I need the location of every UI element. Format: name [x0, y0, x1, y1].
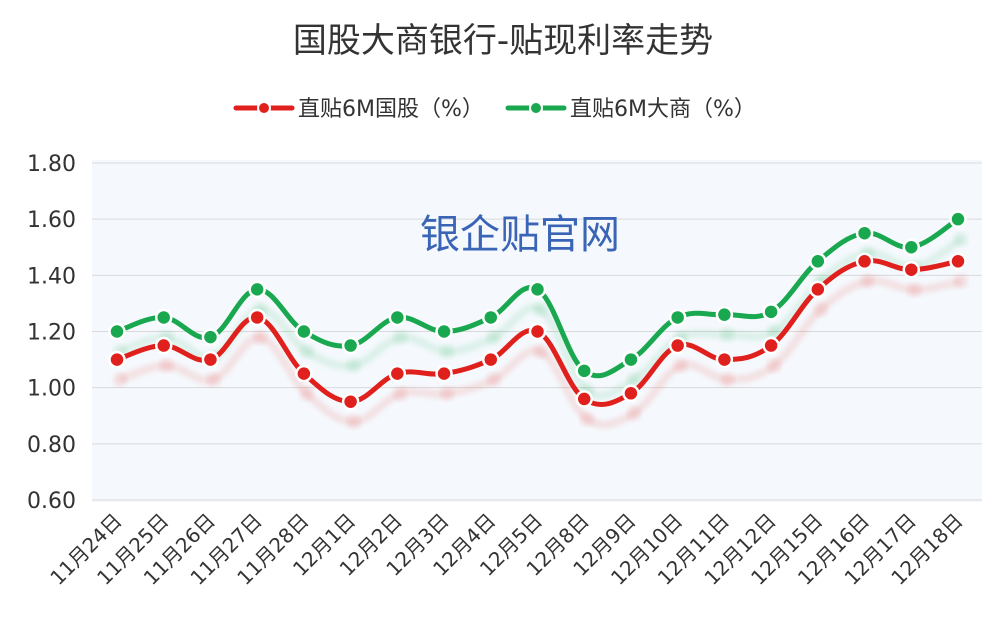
series-1-shadow-marker	[767, 358, 782, 373]
series-1-point[interactable]	[201, 350, 220, 369]
series-1-point[interactable]	[435, 364, 453, 383]
legend: 直贴6M国股（%） 直贴6M大商（%）	[233, 97, 756, 122]
series-2-point[interactable]	[855, 224, 874, 242]
series-1-shadow-marker	[299, 386, 314, 401]
series-1-point[interactable]	[902, 260, 921, 279]
series-1-shadow-marker	[440, 386, 455, 401]
series-2-point[interactable]	[388, 308, 407, 327]
series-2-point[interactable]	[575, 362, 593, 380]
series-2-point[interactable]	[668, 308, 687, 327]
series-2-point[interactable]	[949, 210, 967, 228]
series-1-point[interactable]	[108, 350, 126, 369]
series-1-shadow-marker	[486, 372, 501, 387]
series-1-shadow-marker	[393, 386, 408, 401]
series-2-point[interactable]	[528, 280, 547, 299]
series-1-point[interactable]	[341, 392, 360, 411]
series-1-shadow-marker	[673, 358, 688, 373]
chart-title: 国股大商银行-贴现利率走势	[293, 21, 713, 61]
y-tick-label: 1.60	[27, 208, 76, 233]
series-2-shadow-marker	[440, 344, 455, 359]
y-tick-label: 1.40	[27, 264, 76, 289]
series-1-point[interactable]	[575, 390, 593, 408]
y-axis: 1.80 1.60 1.40 1.20 1.00 0.80 0.60	[27, 152, 76, 514]
legend-item-series-1[interactable]: 直贴6M国股（%）	[233, 97, 484, 122]
series-1-shadow-marker	[720, 372, 735, 387]
series-1-point[interactable]	[482, 350, 500, 369]
y-tick-label: 1.80	[27, 152, 76, 177]
series-2-point[interactable]	[108, 322, 126, 341]
series-2-point[interactable]	[762, 303, 780, 321]
series-2-shadow-marker	[626, 372, 641, 387]
series-2-shadow-marker	[720, 327, 735, 342]
series-1-shadow-marker	[626, 406, 641, 421]
series-2-point[interactable]	[201, 328, 220, 346]
series-1-point[interactable]	[949, 252, 967, 271]
series-2-point[interactable]	[902, 238, 921, 256]
series-2-point[interactable]	[809, 252, 827, 271]
series-2-point[interactable]	[482, 308, 500, 327]
series-1-point[interactable]	[809, 280, 827, 299]
series-1-shadow-marker	[206, 372, 221, 387]
series-2-point[interactable]	[622, 350, 640, 369]
legend-marker-series-2	[529, 101, 543, 115]
series-2-point[interactable]	[295, 322, 313, 341]
y-tick-label: 0.60	[27, 489, 76, 514]
series-1-shadow-marker	[860, 274, 875, 289]
series-group	[108, 210, 967, 411]
series-2-shadow-marker	[299, 344, 314, 359]
series-1-shadow-marker	[954, 274, 968, 289]
series-1-shadow-marker	[113, 372, 127, 387]
series-1-shadow-marker	[813, 302, 828, 317]
series-1-point[interactable]	[622, 384, 640, 403]
series-1-point[interactable]	[154, 336, 173, 355]
series-1-point[interactable]	[528, 322, 547, 341]
legend-label-series-1: 直贴6M国股（%）	[298, 97, 484, 122]
series-1-point[interactable]	[295, 364, 313, 383]
x-axis: 11月24日11月25日11月26日11月27日11月28日12月1日12月2日…	[45, 509, 967, 590]
series-2-point[interactable]	[248, 280, 266, 299]
series-2-shadow-marker	[393, 330, 408, 345]
series-1-shadow-marker	[346, 414, 361, 429]
series-2-shadow-marker	[486, 330, 501, 345]
series-2-shadow-marker	[346, 358, 361, 373]
watermark: 银企贴官网	[420, 212, 620, 258]
series-2-point[interactable]	[435, 322, 453, 341]
y-tick-label: 0.80	[27, 433, 76, 458]
legend-label-series-2: 直贴6M大商（%）	[570, 97, 756, 122]
legend-marker-series-1	[257, 101, 271, 115]
series-1-point[interactable]	[668, 336, 687, 355]
legend-item-series-2[interactable]: 直贴6M大商（%）	[505, 97, 756, 122]
y-tick-label: 1.00	[27, 377, 76, 402]
series-1-shadow-marker	[580, 411, 595, 426]
series-1-point[interactable]	[248, 308, 266, 327]
series-1-point[interactable]	[715, 350, 734, 369]
series-1-point[interactable]	[762, 336, 780, 355]
series-2-point[interactable]	[715, 305, 734, 324]
series-2-point[interactable]	[341, 336, 360, 355]
series-1-point[interactable]	[855, 252, 874, 271]
y-tick-label: 1.20	[27, 321, 76, 346]
series-2-point[interactable]	[154, 308, 173, 327]
series-1-shadow-marker	[159, 358, 174, 373]
series-2-shadow-marker	[954, 232, 968, 247]
series-2-shadow-marker	[533, 302, 548, 317]
series-1-point[interactable]	[388, 364, 407, 383]
series-1-shadow-marker	[533, 344, 548, 359]
series-2-shadow-marker	[767, 324, 782, 339]
series-1-shadow-marker	[253, 330, 268, 345]
series-1-shadow-marker	[907, 282, 922, 297]
